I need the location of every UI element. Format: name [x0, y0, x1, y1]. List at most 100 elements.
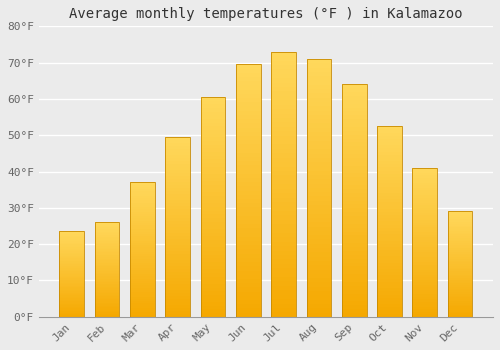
Bar: [342, 100, 366, 104]
Bar: [200, 141, 226, 145]
Bar: [94, 315, 120, 317]
Bar: [342, 220, 366, 224]
Bar: [412, 294, 437, 297]
Bar: [271, 290, 296, 295]
Bar: [130, 182, 155, 185]
Bar: [166, 203, 190, 206]
Bar: [377, 158, 402, 161]
Bar: [342, 150, 366, 154]
Bar: [200, 284, 226, 287]
Bar: [412, 237, 437, 240]
Bar: [236, 258, 260, 262]
Bar: [236, 262, 260, 266]
Bar: [200, 280, 226, 284]
Bar: [412, 314, 437, 317]
Bar: [130, 241, 155, 243]
Bar: [200, 185, 226, 189]
Bar: [236, 203, 260, 208]
Bar: [271, 211, 296, 215]
Bar: [94, 298, 120, 300]
Bar: [377, 148, 402, 152]
Bar: [306, 166, 331, 171]
Bar: [236, 73, 260, 77]
Bar: [130, 216, 155, 218]
Bar: [271, 113, 296, 118]
Bar: [306, 270, 331, 274]
Bar: [60, 244, 84, 246]
Bar: [377, 244, 402, 247]
Bar: [342, 255, 366, 259]
Bar: [306, 265, 331, 270]
Bar: [236, 292, 260, 296]
Bar: [200, 214, 226, 218]
Bar: [130, 230, 155, 232]
Bar: [306, 209, 331, 214]
Bar: [236, 111, 260, 115]
Bar: [342, 142, 366, 146]
Bar: [448, 301, 472, 303]
Bar: [94, 301, 120, 303]
Bar: [236, 224, 260, 229]
Bar: [412, 250, 437, 252]
Bar: [342, 239, 366, 243]
Bar: [377, 164, 402, 167]
Bar: [377, 260, 402, 263]
Bar: [271, 206, 296, 211]
Bar: [377, 183, 402, 187]
Bar: [60, 261, 84, 263]
Bar: [306, 59, 331, 63]
Bar: [412, 304, 437, 307]
Bar: [200, 130, 226, 134]
Bar: [166, 272, 190, 275]
Bar: [200, 192, 226, 196]
Bar: [60, 295, 84, 297]
Bar: [130, 234, 155, 236]
Bar: [448, 276, 472, 278]
Bar: [94, 296, 120, 298]
Bar: [448, 312, 472, 313]
Bar: [236, 132, 260, 136]
Bar: [342, 146, 366, 150]
Bar: [94, 243, 120, 244]
Bar: [60, 240, 84, 241]
Title: Average monthly temperatures (°F ) in Kalamazoo: Average monthly temperatures (°F ) in Ka…: [69, 7, 462, 21]
Bar: [377, 205, 402, 209]
Bar: [166, 140, 190, 143]
Bar: [342, 177, 366, 181]
Bar: [166, 176, 190, 179]
Bar: [60, 304, 84, 306]
Bar: [342, 197, 366, 201]
Bar: [200, 181, 226, 185]
Bar: [94, 300, 120, 301]
Bar: [60, 283, 84, 284]
Bar: [377, 237, 402, 240]
Bar: [448, 315, 472, 317]
Bar: [342, 174, 366, 177]
Bar: [60, 280, 84, 281]
Bar: [166, 173, 190, 176]
Bar: [166, 236, 190, 239]
Bar: [377, 126, 402, 129]
Bar: [377, 145, 402, 148]
Bar: [60, 237, 84, 239]
Bar: [166, 137, 190, 317]
Bar: [236, 237, 260, 241]
Bar: [412, 205, 437, 208]
Bar: [306, 141, 331, 145]
Bar: [448, 232, 472, 234]
Bar: [94, 285, 120, 287]
Bar: [306, 282, 331, 287]
Bar: [271, 215, 296, 219]
Bar: [236, 153, 260, 157]
Bar: [130, 252, 155, 254]
Bar: [412, 280, 437, 282]
Bar: [412, 252, 437, 255]
Bar: [130, 238, 155, 241]
Bar: [200, 156, 226, 159]
Bar: [306, 196, 331, 201]
Bar: [60, 260, 84, 261]
Bar: [236, 208, 260, 212]
Bar: [60, 307, 84, 308]
Bar: [130, 283, 155, 286]
Bar: [448, 273, 472, 275]
